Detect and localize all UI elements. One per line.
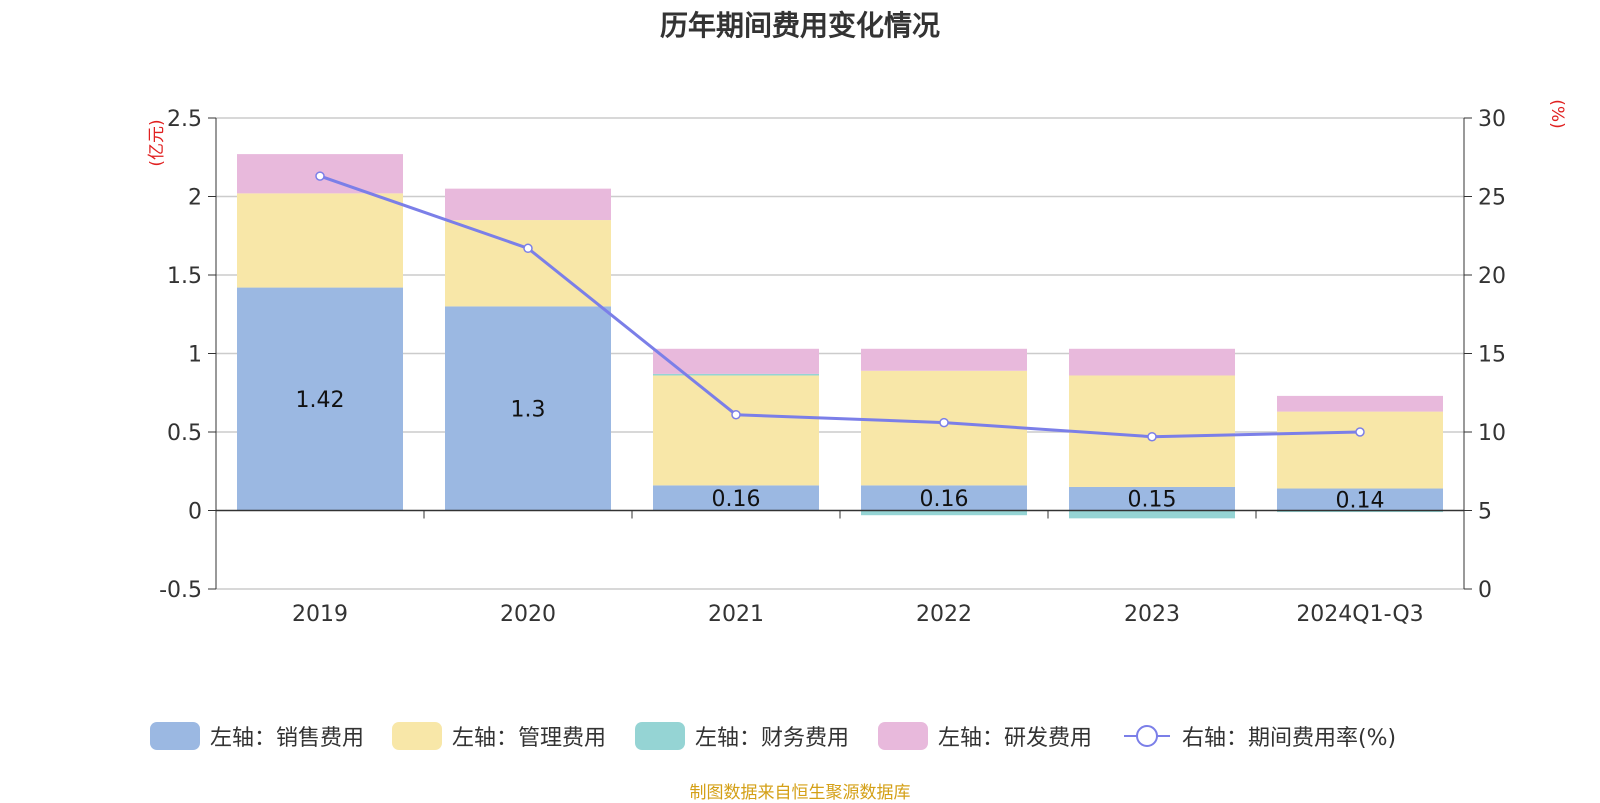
legend-swatch-rnd xyxy=(878,722,928,750)
right-axis-tick-label: 25 xyxy=(1478,186,1506,211)
line-layer xyxy=(315,171,1365,442)
left-axis-tick-label: 0 xyxy=(188,500,202,525)
bar-segment xyxy=(445,188,611,221)
x-axis-tick-label: 2024Q1-Q3 xyxy=(1296,602,1423,627)
legend-item-rnd[interactable]: 左轴：研发费用 xyxy=(878,718,1092,754)
bar-segment xyxy=(653,373,819,376)
bar-segment xyxy=(653,375,819,486)
x-axis-tick-label: 2021 xyxy=(708,602,764,627)
right-axis-tick-label: 0 xyxy=(1478,578,1492,603)
chart-title: 历年期间费用变化情况 xyxy=(659,9,940,42)
left-axis-unit: (亿元) xyxy=(147,119,167,166)
bar-segment xyxy=(861,370,1027,486)
expense-rate-point xyxy=(315,171,325,181)
bar-data-label: 1.42 xyxy=(296,388,345,413)
legend-swatch-admin xyxy=(392,722,442,750)
legend-label-admin: 左轴：管理费用 xyxy=(452,726,607,751)
bar-segment xyxy=(1277,411,1443,489)
bar-data-label: 0.15 xyxy=(1128,488,1177,513)
right-axis-unit: (%) xyxy=(1547,99,1567,128)
bar-segment xyxy=(1069,510,1235,519)
bar-segment xyxy=(1277,488,1443,511)
data-labels: 1.42 1.3 0.16 0.16 0.15 0.14 xyxy=(296,388,1385,513)
legend-item-finance[interactable]: 左轴：财务费用 xyxy=(635,718,849,754)
left-axis-tick-label: 2.5 xyxy=(167,107,202,132)
source-note: 制图数据来自恒生聚源数据库 xyxy=(689,783,911,803)
bar-segment xyxy=(237,193,403,288)
left-axis-tick-label: 1 xyxy=(188,343,202,368)
axes: -0.5 0 0.5 1 1.5 2 2.5 0 5 10 15 20 25 30 (亿元) (%) 2019 2… xyxy=(147,99,1567,627)
x-axis-tick-label: 2020 xyxy=(500,602,556,627)
bar-segment xyxy=(1069,348,1235,376)
expense-rate-point xyxy=(1147,431,1157,442)
expense-rate-point xyxy=(731,409,741,420)
legend: 左轴：销售费用 左轴：管理费用 左轴：财务费用 左轴：研发费用 右轴：期间费用率… xyxy=(150,718,1450,758)
legend-line-icon xyxy=(1124,725,1170,747)
right-axis-tick-label: 5 xyxy=(1478,500,1492,525)
grid-lines xyxy=(216,117,1464,590)
legend-item-admin[interactable]: 左轴：管理费用 xyxy=(392,718,606,754)
left-axis-tick-label: -0.5 xyxy=(159,578,202,603)
bar-data-label: 1.3 xyxy=(511,397,546,422)
bar-segment xyxy=(653,485,819,511)
legend-label-expense-rate: 右轴：期间费用率(%) xyxy=(1182,726,1397,751)
bar-data-label: 0.16 xyxy=(712,487,761,512)
bar-segment xyxy=(445,306,611,511)
right-axis-tick-label: 15 xyxy=(1478,343,1506,368)
right-axis-tick-label: 30 xyxy=(1478,107,1506,132)
x-axis-tick-label: 2023 xyxy=(1124,602,1180,627)
bar-segment xyxy=(861,485,1027,511)
bar-segment xyxy=(1069,486,1235,511)
left-axis-tick-label: 0.5 xyxy=(167,421,202,446)
expense-rate-point xyxy=(1355,427,1365,437)
left-axis-tick-label: 2 xyxy=(188,186,202,211)
legend-item-expense-rate[interactable]: 右轴：期间费用率(%) xyxy=(1122,718,1396,754)
bar-segment xyxy=(861,348,1027,371)
x-axis-tick-label: 2022 xyxy=(916,602,972,627)
expense-rate-line xyxy=(319,174,1361,439)
left-axis-tick-label: 1.5 xyxy=(167,264,202,289)
bar-layer xyxy=(237,154,1443,519)
legend-label-sales: 左轴：销售费用 xyxy=(210,726,365,751)
legend-label-finance: 左轴：财务费用 xyxy=(695,726,850,751)
bar-segment xyxy=(1277,395,1443,412)
x-axis-tick-label: 2019 xyxy=(292,602,348,627)
legend-swatch-finance xyxy=(635,722,685,750)
bar-segment xyxy=(1277,510,1443,513)
right-axis-tick-label: 20 xyxy=(1478,264,1506,289)
legend-item-sales[interactable]: 左轴：销售费用 xyxy=(150,718,364,754)
expense-rate-point xyxy=(523,243,533,254)
legend-swatch-sales xyxy=(150,722,200,750)
bar-segment xyxy=(1069,375,1235,487)
bar-data-label: 0.14 xyxy=(1336,489,1385,514)
bar-segment xyxy=(237,287,403,511)
legend-label-rnd: 左轴：研发费用 xyxy=(938,726,1093,751)
expense-rate-point xyxy=(939,417,949,428)
bar-segment xyxy=(861,510,1027,516)
bar-data-label: 0.16 xyxy=(920,487,969,512)
right-axis-tick-label: 10 xyxy=(1478,421,1506,446)
